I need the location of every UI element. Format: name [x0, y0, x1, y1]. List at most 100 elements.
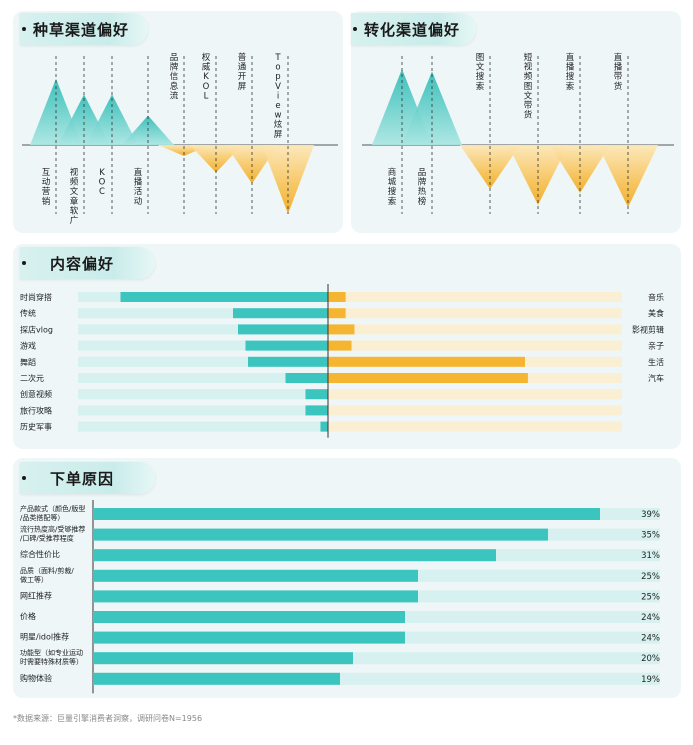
reason-bar	[93, 549, 496, 562]
percent-label: 24%	[641, 613, 660, 623]
reason-bar	[93, 631, 405, 644]
left-bar-track	[78, 308, 328, 319]
content-right-label: 亲子	[648, 341, 664, 351]
percent-label: 31%	[641, 551, 660, 561]
reason-label: 价格	[20, 611, 36, 621]
left-bar-track	[78, 340, 328, 351]
content-left-label: 探店vlog	[20, 324, 53, 334]
right-bar-track	[328, 340, 622, 351]
left-bar-track	[78, 421, 328, 432]
percent-label: 20%	[641, 654, 660, 664]
reason-label: 产品款式（颜色/版型/品类搭配等）	[20, 504, 85, 522]
channel-label: 品牌热榜	[418, 168, 427, 207]
left-bar	[285, 373, 328, 383]
percent-label: 24%	[641, 634, 660, 644]
left-bar	[120, 292, 328, 302]
percent-label: 25%	[641, 592, 660, 602]
channel-label: 品牌信息流	[170, 53, 179, 101]
content-right-label: 美食	[648, 308, 664, 318]
right-bar	[328, 324, 355, 335]
content-left-label: 二次元	[20, 373, 44, 383]
content-right-label: 生活	[648, 357, 664, 367]
reason-bar	[93, 590, 418, 603]
reason-label: 购物体验	[20, 673, 52, 683]
channel-label: 权威 K O L	[202, 52, 211, 101]
right-bar-track	[328, 389, 622, 400]
content-left-label: 时尚穿搭	[20, 292, 52, 302]
reason-label: 功能型（如专业运动时需要特殊材质等）	[20, 648, 83, 666]
right-bar-track	[328, 292, 622, 302]
channel-label: 普通开屏	[238, 52, 247, 92]
right-bar	[328, 308, 346, 319]
channel-label: 互动营销	[42, 168, 51, 207]
peak-mark	[86, 94, 138, 145]
peak-mark	[508, 145, 568, 205]
channel-label: 短视频图文带货	[524, 52, 533, 121]
left-bar-track	[78, 373, 328, 383]
conversion-title: 转化渠道偏好	[364, 21, 461, 39]
right-bar-track	[328, 308, 622, 319]
percent-label: 39%	[641, 510, 660, 520]
channel-label: 直播带货	[614, 52, 623, 92]
peak-mark	[550, 145, 610, 193]
left-bar	[245, 340, 328, 351]
peak-mark	[402, 71, 462, 145]
reason-bar	[93, 508, 600, 520]
channel-label: 直播搜索	[566, 52, 575, 92]
right-bar	[328, 340, 352, 351]
order-title: 下单原因	[50, 470, 115, 488]
right-bar	[328, 356, 525, 367]
seeding-title: 种草渠道偏好	[33, 21, 130, 39]
left-bar-track	[78, 324, 328, 335]
reason-bar	[93, 569, 418, 582]
left-bar	[305, 405, 328, 416]
footer-source-note: *数据来源：巨量引擎消费者洞察，调研问卷N=1956	[13, 714, 203, 723]
left-bar-track	[78, 356, 328, 367]
content-title-tab: 内容偏好	[20, 247, 155, 279]
channel-label: 视频文章软广	[70, 167, 79, 226]
reason-label: 网红推荐	[20, 590, 52, 600]
reason-label: 综合性价比	[20, 549, 60, 559]
left-bar	[233, 308, 328, 319]
seeding-title-tab: 种草渠道偏好	[20, 13, 148, 45]
content-left-label: 游戏	[20, 341, 36, 351]
left-bar	[320, 421, 328, 432]
reason-label: 品质（面料/剪裁/做工等）	[20, 566, 74, 584]
reason-bar	[93, 672, 340, 685]
reason-bar	[93, 528, 548, 541]
order-title-tab: 下单原因	[20, 462, 155, 494]
content-right-label: 音乐	[648, 292, 664, 302]
reason-bar	[93, 652, 353, 665]
percent-label: 35%	[641, 531, 660, 541]
reason-bar	[93, 611, 405, 623]
left-bar	[248, 356, 328, 367]
right-bar-track	[328, 421, 622, 432]
conversion-title-tab: 转化渠道偏好	[351, 13, 476, 45]
bullet-icon	[353, 27, 357, 31]
bullet-icon	[22, 476, 26, 480]
content-left-label: 历史军事	[20, 422, 52, 432]
reason-label: 流行热度高/受够推荐/口碑/受推荐程度	[20, 525, 85, 543]
bullet-icon	[22, 261, 26, 265]
left-bar-track	[78, 405, 328, 416]
channel-label: 商城搜索	[388, 167, 397, 207]
channel-label: 直播活动	[134, 167, 143, 207]
left-bar	[238, 324, 328, 335]
channel-label: 图文搜索	[476, 53, 485, 92]
content-left-label: 传统	[20, 308, 36, 318]
percent-label: 19%	[641, 675, 660, 685]
right-bar-track	[328, 405, 622, 416]
reason-label: 明星/idol推荐	[20, 632, 69, 642]
content-title: 内容偏好	[50, 255, 115, 273]
right-bar	[328, 292, 346, 302]
content-left-label: 创意视频	[20, 389, 52, 399]
right-bar-track	[328, 324, 622, 335]
right-bar	[328, 373, 528, 383]
content-left-label: 旅行攻略	[20, 405, 52, 415]
peak-mark	[262, 145, 314, 214]
